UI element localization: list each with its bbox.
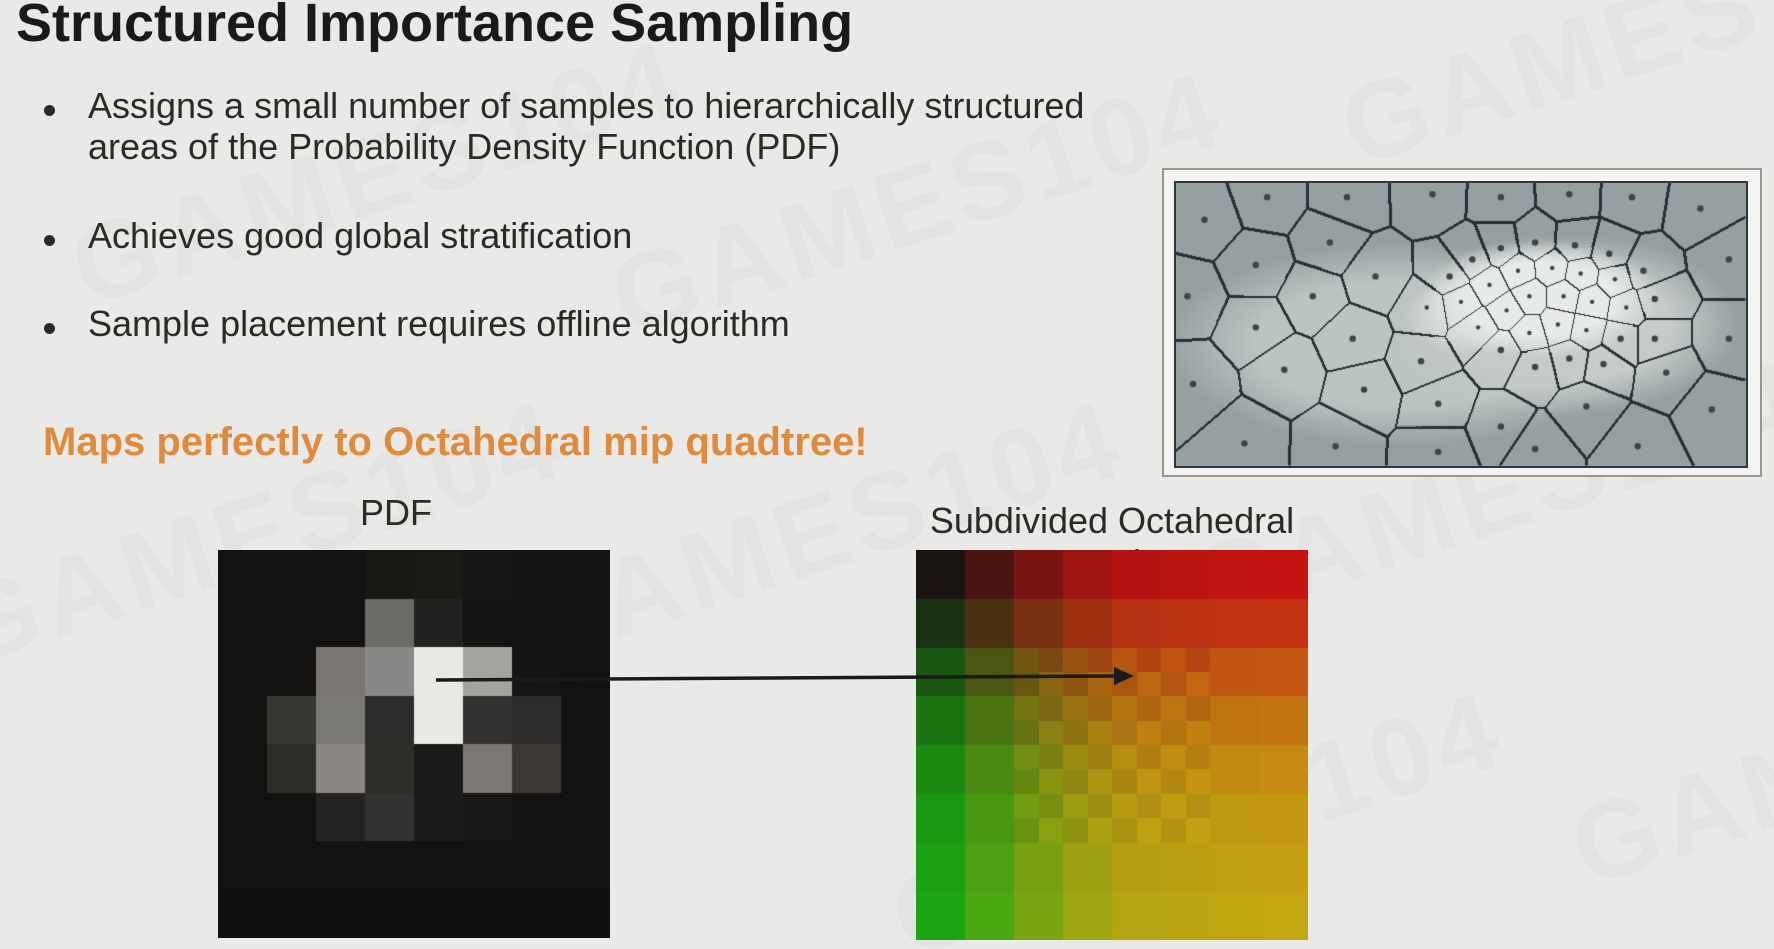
bullet-text: Achieves good global stratification	[88, 215, 632, 256]
bullet-text: Sample placement requires offline algori…	[88, 303, 790, 344]
bullet-line: Assigns a small number of samples to hie…	[88, 85, 1085, 126]
watermark-text: GAMES104	[56, 15, 699, 332]
bullet-text: Assigns a small number of samples to hie…	[88, 85, 1084, 167]
pdf-image-label: PDF	[360, 492, 432, 533]
bullet-icon	[44, 105, 55, 116]
pdf-density-image	[218, 550, 610, 938]
page-title: Structured Importance Sampling	[16, 0, 854, 53]
bullet-line: Achieves good global stratification	[88, 215, 633, 256]
bullet-line: Sample placement requires offline algori…	[88, 303, 790, 344]
watermark-text: GAMES104	[1326, 0, 1774, 192]
bullet-item-2: Achieves good global stratification	[44, 215, 632, 256]
bullet-item-3: Sample placement requires offline algori…	[44, 303, 790, 344]
mapping-arrow	[435, 667, 1134, 685]
watermark-text: GAMES104	[1556, 595, 1774, 912]
bullet-item-1: Assigns a small number of samples to hie…	[44, 85, 1084, 167]
highlight-text: Maps perfectly to Octahedral mip quadtre…	[43, 420, 868, 464]
bullet-line: areas of the Probability Density Functio…	[88, 126, 841, 167]
bullet-icon	[44, 323, 55, 334]
texel-grid-image	[916, 550, 1308, 940]
bullet-icon	[44, 235, 55, 246]
voronoi-sampling-image	[1174, 181, 1748, 468]
